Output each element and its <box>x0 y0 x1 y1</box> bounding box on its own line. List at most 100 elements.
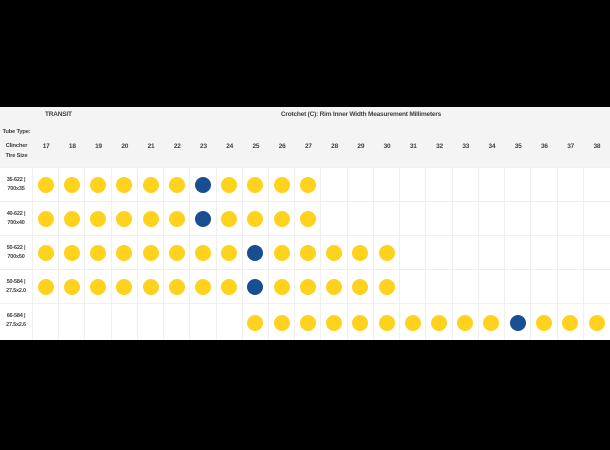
yellow-dot <box>63 210 80 227</box>
grid-cell <box>216 270 243 304</box>
table-row: 35-622 | 700x35 <box>0 168 610 202</box>
tire-size-common: 700x40 <box>7 219 25 226</box>
grid-cell <box>478 236 506 270</box>
table-row: 66-584 | 27.5x2.6 <box>0 304 610 340</box>
column-header-38: 38 <box>593 143 601 150</box>
grid-cell <box>295 202 322 236</box>
corner-line-clincher: Clincher <box>5 143 28 149</box>
grid-cell <box>426 236 453 270</box>
column-header-22: 22 <box>173 143 181 150</box>
grid-cell <box>242 236 270 270</box>
yellow-dot <box>299 278 316 295</box>
grid-cell <box>583 270 610 304</box>
grid-cell <box>478 270 506 304</box>
column-header-20: 20 <box>121 143 129 150</box>
yellow-dot <box>299 176 316 193</box>
yellow-dot <box>299 315 316 331</box>
grid-cell <box>426 202 453 236</box>
yellow-dot <box>90 176 107 193</box>
grid-cell <box>321 270 348 304</box>
grid-cell <box>137 202 165 236</box>
grid-cell <box>59 168 86 202</box>
yellow-dot <box>457 315 474 331</box>
grid-cell <box>295 236 322 270</box>
yellow-dot <box>37 210 54 227</box>
grid-cell <box>531 304 558 340</box>
yellow-dot <box>142 176 159 193</box>
grid-cell <box>216 168 243 202</box>
grid-cell <box>137 236 165 270</box>
grid-cell <box>426 270 453 304</box>
grid-cell <box>400 168 427 202</box>
corner-line-tube-type: Tube Type: <box>2 129 31 135</box>
grid-cell <box>505 304 532 340</box>
yellow-dot <box>221 210 238 227</box>
column-header-30: 30 <box>383 143 391 150</box>
grid-cell <box>295 270 322 304</box>
yellow-dot <box>168 210 185 227</box>
tire-size-etrto: 66-584 | <box>6 312 26 319</box>
column-header-26: 26 <box>278 143 286 150</box>
grid-cell <box>295 304 322 340</box>
yellow-dot <box>168 278 185 295</box>
grid-cell <box>85 270 112 304</box>
grid-cell <box>111 168 138 202</box>
yellow-dot <box>247 210 264 227</box>
grid-cell <box>269 304 296 340</box>
column-header-36: 36 <box>541 143 548 150</box>
yellow-dot <box>378 244 395 261</box>
grid-cell <box>373 304 401 340</box>
yellow-dot <box>90 244 107 261</box>
blue-dot <box>509 315 526 331</box>
grid-cell <box>400 304 427 340</box>
grid-cell <box>33 270 60 304</box>
yellow-dot <box>63 244 80 261</box>
grid-cell <box>164 304 191 340</box>
grid-cell <box>111 236 138 270</box>
grid-cell <box>216 202 243 236</box>
grid-cell <box>137 270 165 304</box>
grid-cell <box>583 202 610 236</box>
column-header-27: 27 <box>304 143 312 150</box>
grid-cell <box>373 168 401 202</box>
table-row: 40-622 | 700x40 <box>0 202 610 236</box>
yellow-dot <box>142 278 159 295</box>
compatibility-chart: TRANSIT Crotchet (C): Rim Inner Width Me… <box>0 107 610 340</box>
column-header-23: 23 <box>200 143 207 150</box>
grid-cell <box>347 168 374 202</box>
yellow-dot <box>37 278 54 295</box>
grid-cell <box>33 168 60 202</box>
corner-header: Tube Type: Clincher Tire Size <box>0 127 33 161</box>
grid-cell <box>190 304 217 340</box>
grid-cell <box>505 270 532 304</box>
grid-cell <box>452 236 479 270</box>
yellow-dot <box>273 244 290 261</box>
grid-cell <box>190 168 217 202</box>
grid-cell <box>85 236 112 270</box>
grid-cell <box>33 202 60 236</box>
tire-size-common: 27.5x2.0 <box>6 287 26 294</box>
grid-cell <box>531 168 558 202</box>
yellow-dot <box>247 315 264 331</box>
grid-cell <box>347 270 374 304</box>
yellow-dot <box>352 315 369 331</box>
tire-size-etrto: 50-622 | <box>6 244 26 251</box>
tire-size-etrto: 50-584 | <box>6 278 26 285</box>
grid-cell <box>505 202 532 236</box>
tire-size-label: 40-622 | 700x40 <box>0 202 33 236</box>
yellow-dot <box>168 176 185 193</box>
grid-cell <box>531 236 558 270</box>
yellow-dot <box>299 210 316 227</box>
group-title: TRANSIT <box>45 111 72 118</box>
yellow-dot <box>273 210 290 227</box>
grid-cell <box>164 168 191 202</box>
grid-cell <box>85 304 112 340</box>
column-header-21: 21 <box>147 143 155 150</box>
yellow-dot <box>378 278 395 295</box>
grid-cell <box>583 304 610 340</box>
yellow-dot <box>273 315 290 331</box>
grid-cell <box>321 304 348 340</box>
yellow-dot <box>378 315 395 331</box>
grid-cell <box>557 270 584 304</box>
yellow-dot <box>116 278 133 295</box>
